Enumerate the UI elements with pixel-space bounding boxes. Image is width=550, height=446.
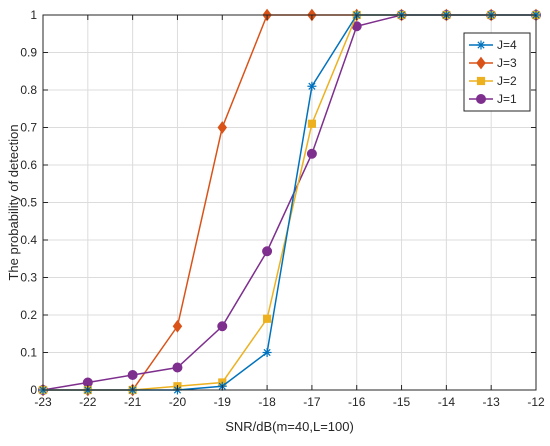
legend-item: J=4 — [469, 38, 517, 52]
legend-marker — [476, 56, 486, 70]
y-tick-label: 0.7 — [20, 121, 37, 135]
x-tick-label: -20 — [169, 395, 187, 409]
y-tick-label: 0.1 — [20, 346, 37, 360]
x-axis-label: SNR/dB(m=40,L=100) — [225, 419, 354, 434]
legend-label: J=2 — [497, 74, 517, 88]
x-tick-label: -18 — [258, 395, 276, 409]
data-point — [307, 119, 317, 128]
data-point — [217, 321, 228, 332]
legend-marker — [476, 40, 486, 50]
legend-item: J=1 — [469, 92, 517, 106]
legend-label: J=4 — [497, 38, 517, 52]
y-tick-label: 0.8 — [20, 83, 37, 97]
x-tick-label: -21 — [124, 395, 142, 409]
data-point — [262, 246, 273, 257]
x-tick-label: -19 — [214, 395, 232, 409]
x-tick-label: -16 — [348, 395, 366, 409]
y-tick-label: 0.4 — [20, 233, 37, 247]
y-tick-label: 0.6 — [20, 158, 37, 172]
data-point — [262, 314, 272, 323]
x-tick-label: -13 — [483, 395, 501, 409]
legend-label: J=3 — [497, 56, 517, 70]
axis-ticks: -23 -22 -21 -20 -19 -18 -17 -16 -15 -14 -13 -12 0 0.1… — [20, 8, 545, 409]
legend-item: J=2 — [469, 74, 517, 88]
x-tick-label: -14 — [438, 395, 456, 409]
legend: J=4 J=3 J=2 J=1 — [463, 32, 531, 112]
data-point — [306, 148, 317, 159]
legend-item: J=3 — [469, 56, 517, 70]
y-axis-label: The probability of detection — [6, 124, 21, 280]
data-point — [262, 348, 272, 357]
y-tick-label: 1 — [30, 8, 37, 22]
y-tick-label: 0.5 — [20, 196, 37, 210]
legend-box — [463, 32, 531, 112]
x-tick-label: -17 — [303, 395, 321, 409]
x-tick-label: -23 — [34, 395, 52, 409]
y-tick-label: 0.3 — [20, 271, 37, 285]
x-tick-label: -15 — [393, 395, 411, 409]
data-point — [172, 362, 183, 373]
y-tick-label: 0.2 — [20, 308, 37, 322]
legend-label: J=1 — [497, 92, 517, 106]
y-tick-label: 0.9 — [20, 46, 37, 60]
legend-marker — [476, 76, 486, 86]
y-tick-label: 0 — [30, 383, 37, 397]
legend-marker — [476, 94, 486, 104]
x-tick-label: -22 — [79, 395, 97, 409]
x-tick-label: -12 — [527, 395, 545, 409]
data-point — [172, 319, 183, 333]
data-point — [127, 370, 138, 380]
data-point — [217, 121, 228, 134]
data-point — [307, 81, 317, 91]
